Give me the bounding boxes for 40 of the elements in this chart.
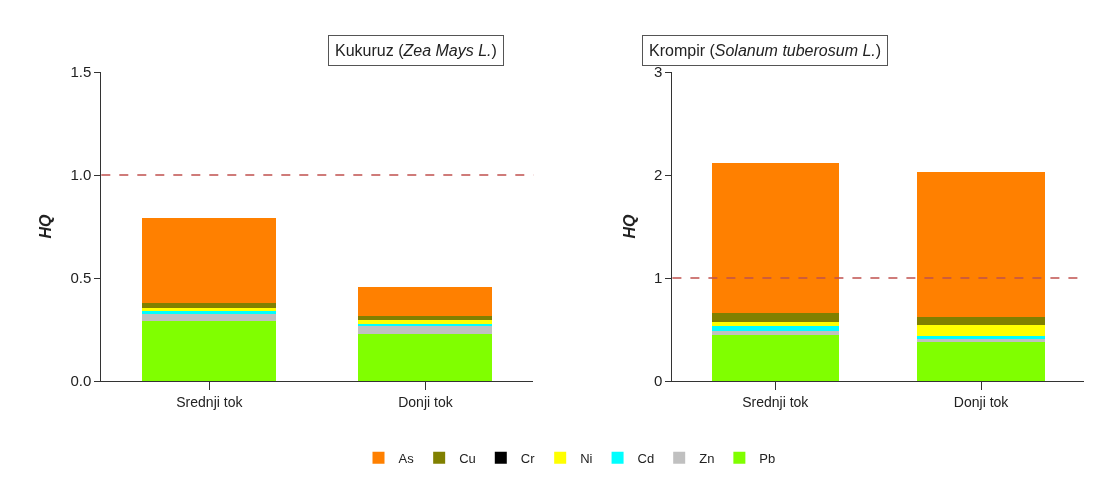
y-tick-label: 0.0 [70, 372, 92, 390]
x-tick-label: Donji tok [953, 393, 1010, 410]
legend-label: Ni [580, 450, 593, 466]
x-tick-label: Donji tok [398, 393, 454, 410]
bar [358, 333, 493, 381]
legend-label: Cr [520, 450, 536, 466]
x-tick-label: Srednji tok [742, 393, 810, 410]
legend-label: As [398, 450, 415, 466]
bar [358, 287, 493, 316]
bar [142, 217, 277, 304]
x-tick-label: Srednji tok [176, 393, 244, 410]
bar [711, 334, 840, 381]
bar [142, 311, 277, 314]
legend-label: Cd [637, 450, 655, 466]
chart-title: Krompir (Solanum tuberosum L.) [649, 42, 882, 59]
bar [917, 325, 1045, 336]
bar [142, 303, 277, 308]
legend-label: Pb [759, 450, 776, 466]
y-tick-label: 1 [654, 269, 663, 287]
bar [142, 321, 277, 381]
legend-label: Cu [459, 450, 476, 466]
bar [711, 162, 840, 314]
y-tick-label: 3 [654, 63, 663, 81]
y-tick-label: 1.0 [70, 166, 92, 184]
bar [711, 313, 840, 323]
bar [711, 330, 840, 335]
bar [711, 326, 840, 331]
bar [711, 322, 840, 327]
y-tick-label: 2 [654, 166, 663, 184]
bar [917, 171, 1045, 318]
bar [917, 341, 1045, 381]
y-tick-label: 0.5 [70, 269, 92, 287]
y-axis-title: HQ [37, 213, 55, 239]
chart-title: Kukuruz (Zea Mays L.) [335, 42, 497, 59]
bar [358, 325, 493, 334]
y-tick-label: 0 [654, 372, 663, 390]
y-axis-title: HQ [620, 213, 638, 239]
bar [917, 317, 1045, 326]
y-tick-label: 1.5 [70, 63, 92, 81]
legend-label: Zn [699, 450, 715, 466]
